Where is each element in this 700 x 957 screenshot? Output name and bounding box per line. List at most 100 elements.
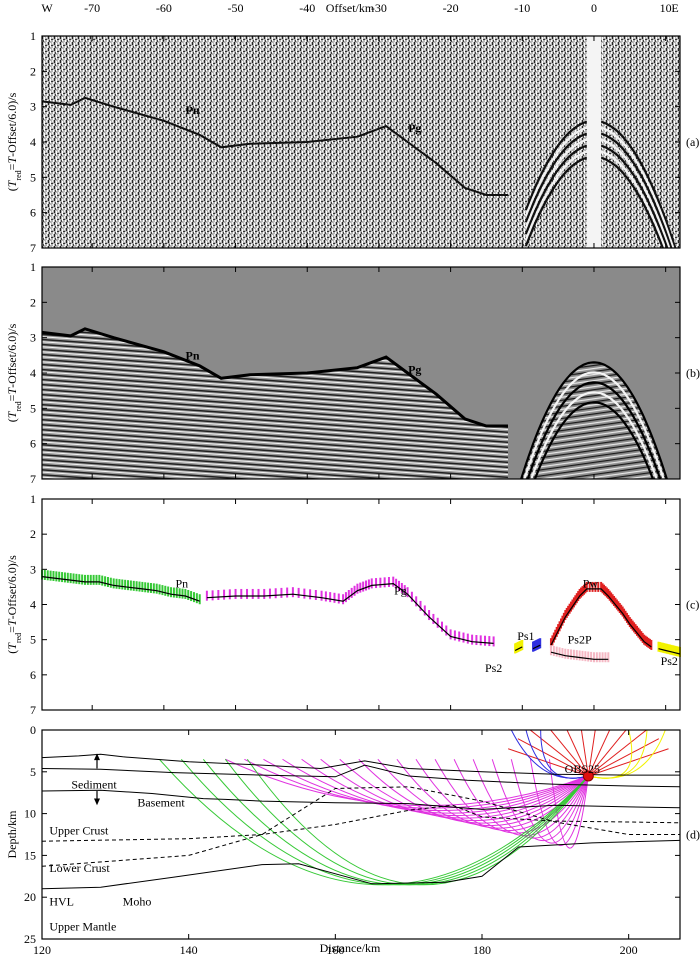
phase-label: Pn bbox=[175, 576, 188, 590]
panel-b-synthetic-seismogram: Pn Pg 1 2 3 4 5 6 7 (Tred=T-Offset/6.0)/s (b) bbox=[5, 260, 700, 486]
top-tick-label: -20 bbox=[443, 1, 459, 15]
phase-label: Pg bbox=[408, 121, 421, 135]
interface-moho bbox=[41, 839, 681, 890]
interface-hvl-top bbox=[41, 786, 680, 867]
ps1-ray bbox=[540, 730, 589, 779]
panel-b-y-axis-label: (Tred=T-Offset/6.0)/s bbox=[5, 323, 23, 422]
y-tick-label: 25 bbox=[24, 932, 36, 946]
pg-ray bbox=[358, 758, 589, 824]
pg-ray bbox=[529, 759, 589, 846]
y-tick-label: 5 bbox=[30, 401, 36, 415]
layer-label: Moho bbox=[123, 894, 152, 908]
top-offset-axis: -70 -60 -50 -40 -30 -20 -10 0 10 Offset/km W E bbox=[41, 1, 678, 15]
layer-label: Basement bbox=[137, 796, 185, 810]
panel-a-raw-seismic: Pn Pg 1 2 3 4 5 6 7 (Tred=T-Offset/6.0)/s (a) bbox=[5, 29, 699, 255]
pw-ray bbox=[588, 730, 647, 777]
y-tick-label: 1 bbox=[30, 492, 36, 506]
first-arrival-band bbox=[42, 96, 508, 196]
y-tick-label: 7 bbox=[30, 241, 36, 255]
direct-wave-hyperbola bbox=[524, 125, 675, 248]
y-tick-label: 3 bbox=[30, 100, 36, 114]
calculated-traveltime bbox=[514, 646, 523, 652]
calculated-traveltime bbox=[658, 648, 681, 655]
panel-d-panel-label: (d) bbox=[686, 828, 700, 842]
panel-c-panel-label: (c) bbox=[686, 598, 699, 612]
phase-label: Ps1 bbox=[517, 629, 534, 643]
pn-ray bbox=[158, 758, 589, 886]
y-tick-label: 4 bbox=[30, 366, 36, 380]
panel-b-panel-label: (b) bbox=[686, 366, 700, 380]
x-tick-label: 180 bbox=[473, 943, 491, 957]
phase-label: Pg bbox=[394, 583, 407, 597]
obs-station-label: OBS25 bbox=[565, 762, 600, 776]
calculated-traveltime bbox=[550, 651, 609, 660]
pw-ray bbox=[580, 730, 589, 777]
synthetic-hyperbola bbox=[520, 361, 668, 479]
top-tick-label: 0 bbox=[591, 1, 597, 15]
synthetic-hyperbola bbox=[526, 381, 662, 479]
east-label: E bbox=[671, 1, 678, 15]
phase-label: Ps2 bbox=[661, 654, 678, 668]
y-tick-label: 2 bbox=[30, 527, 36, 541]
pick-series-Pw bbox=[549, 581, 653, 650]
y-tick-label: 4 bbox=[30, 598, 36, 612]
pg-ray bbox=[510, 759, 589, 844]
synthetic-first-arrival bbox=[42, 327, 508, 428]
y-tick-label: 6 bbox=[30, 206, 36, 220]
x-tick-label: 160 bbox=[326, 943, 344, 957]
y-tick-label: 3 bbox=[30, 562, 36, 576]
pw-ray bbox=[587, 730, 611, 777]
sediment-arrow-head-down bbox=[94, 798, 100, 806]
y-tick-label: 7 bbox=[30, 703, 36, 717]
panel-a-y-axis-label: (Tred=T-Offset/6.0)/s bbox=[5, 92, 23, 191]
x-tick-label: 200 bbox=[620, 943, 638, 957]
pg-ray bbox=[320, 758, 589, 819]
pw-ray bbox=[588, 738, 660, 777]
direct-wave-hyperbola bbox=[524, 149, 667, 248]
panel-b-image bbox=[42, 267, 680, 479]
x-axis-title: Distance/km bbox=[320, 941, 381, 955]
pw-ray bbox=[587, 730, 627, 777]
calculated-traveltime bbox=[532, 644, 541, 650]
pg-ray bbox=[548, 759, 589, 849]
panel-a-image bbox=[42, 36, 680, 248]
pg-ray bbox=[472, 759, 589, 839]
interface-sediment-base bbox=[41, 764, 681, 788]
synthetic-hyperbola bbox=[530, 391, 658, 479]
phase-label: Ps2P bbox=[568, 633, 592, 647]
panel-c-frame bbox=[41, 498, 681, 711]
top-tick-label: -50 bbox=[228, 1, 244, 15]
y-tick-label: 5 bbox=[30, 633, 36, 647]
pn-ray bbox=[224, 758, 589, 886]
top-tick-label: -40 bbox=[299, 1, 315, 15]
y-tick-label: 3 bbox=[30, 331, 36, 345]
top-tick-label: -30 bbox=[371, 1, 387, 15]
pw-ray bbox=[587, 730, 596, 777]
y-tick-label: 2 bbox=[30, 295, 36, 309]
pick-series-Ps1 bbox=[532, 638, 542, 652]
seismic-noise bbox=[42, 36, 680, 248]
layer-label: Lower Crust bbox=[49, 861, 110, 875]
y-tick-label: 2 bbox=[30, 64, 36, 78]
direct-wave-hyperbola bbox=[524, 119, 677, 248]
panel-a-panel-label: (a) bbox=[686, 135, 699, 149]
interface-basement bbox=[41, 789, 681, 810]
y-tick-label: 4 bbox=[30, 135, 36, 149]
ray-paths bbox=[158, 730, 669, 886]
panel-d-ray-tracing-model: OBS25 Sediment Basement Upper Crust Lower Cr… bbox=[5, 723, 700, 957]
pw-ray bbox=[566, 730, 589, 777]
panel-c-traveltime-picks: 1 2 3 4 5 6 7 (Tred=T-Offset/6.0)/s (c) Pn Pg Pw Ps1… bbox=[5, 492, 699, 717]
pw-ray bbox=[588, 748, 669, 777]
calculated-traveltime bbox=[41, 576, 200, 602]
x-tick-label: 140 bbox=[180, 943, 198, 957]
y-tick-label: 6 bbox=[30, 668, 36, 682]
pick-series-Pg bbox=[205, 576, 495, 647]
pw-ray bbox=[530, 730, 589, 777]
interface-upper-lower-crust bbox=[41, 804, 681, 842]
y-tick-label: 20 bbox=[24, 890, 36, 904]
phase-label: Ps2 bbox=[485, 661, 502, 675]
pick-series-Pn bbox=[41, 569, 201, 605]
calculated-traveltime bbox=[550, 588, 652, 648]
y-tick-label: 10 bbox=[24, 807, 36, 821]
phase-label: Pg bbox=[408, 362, 421, 376]
